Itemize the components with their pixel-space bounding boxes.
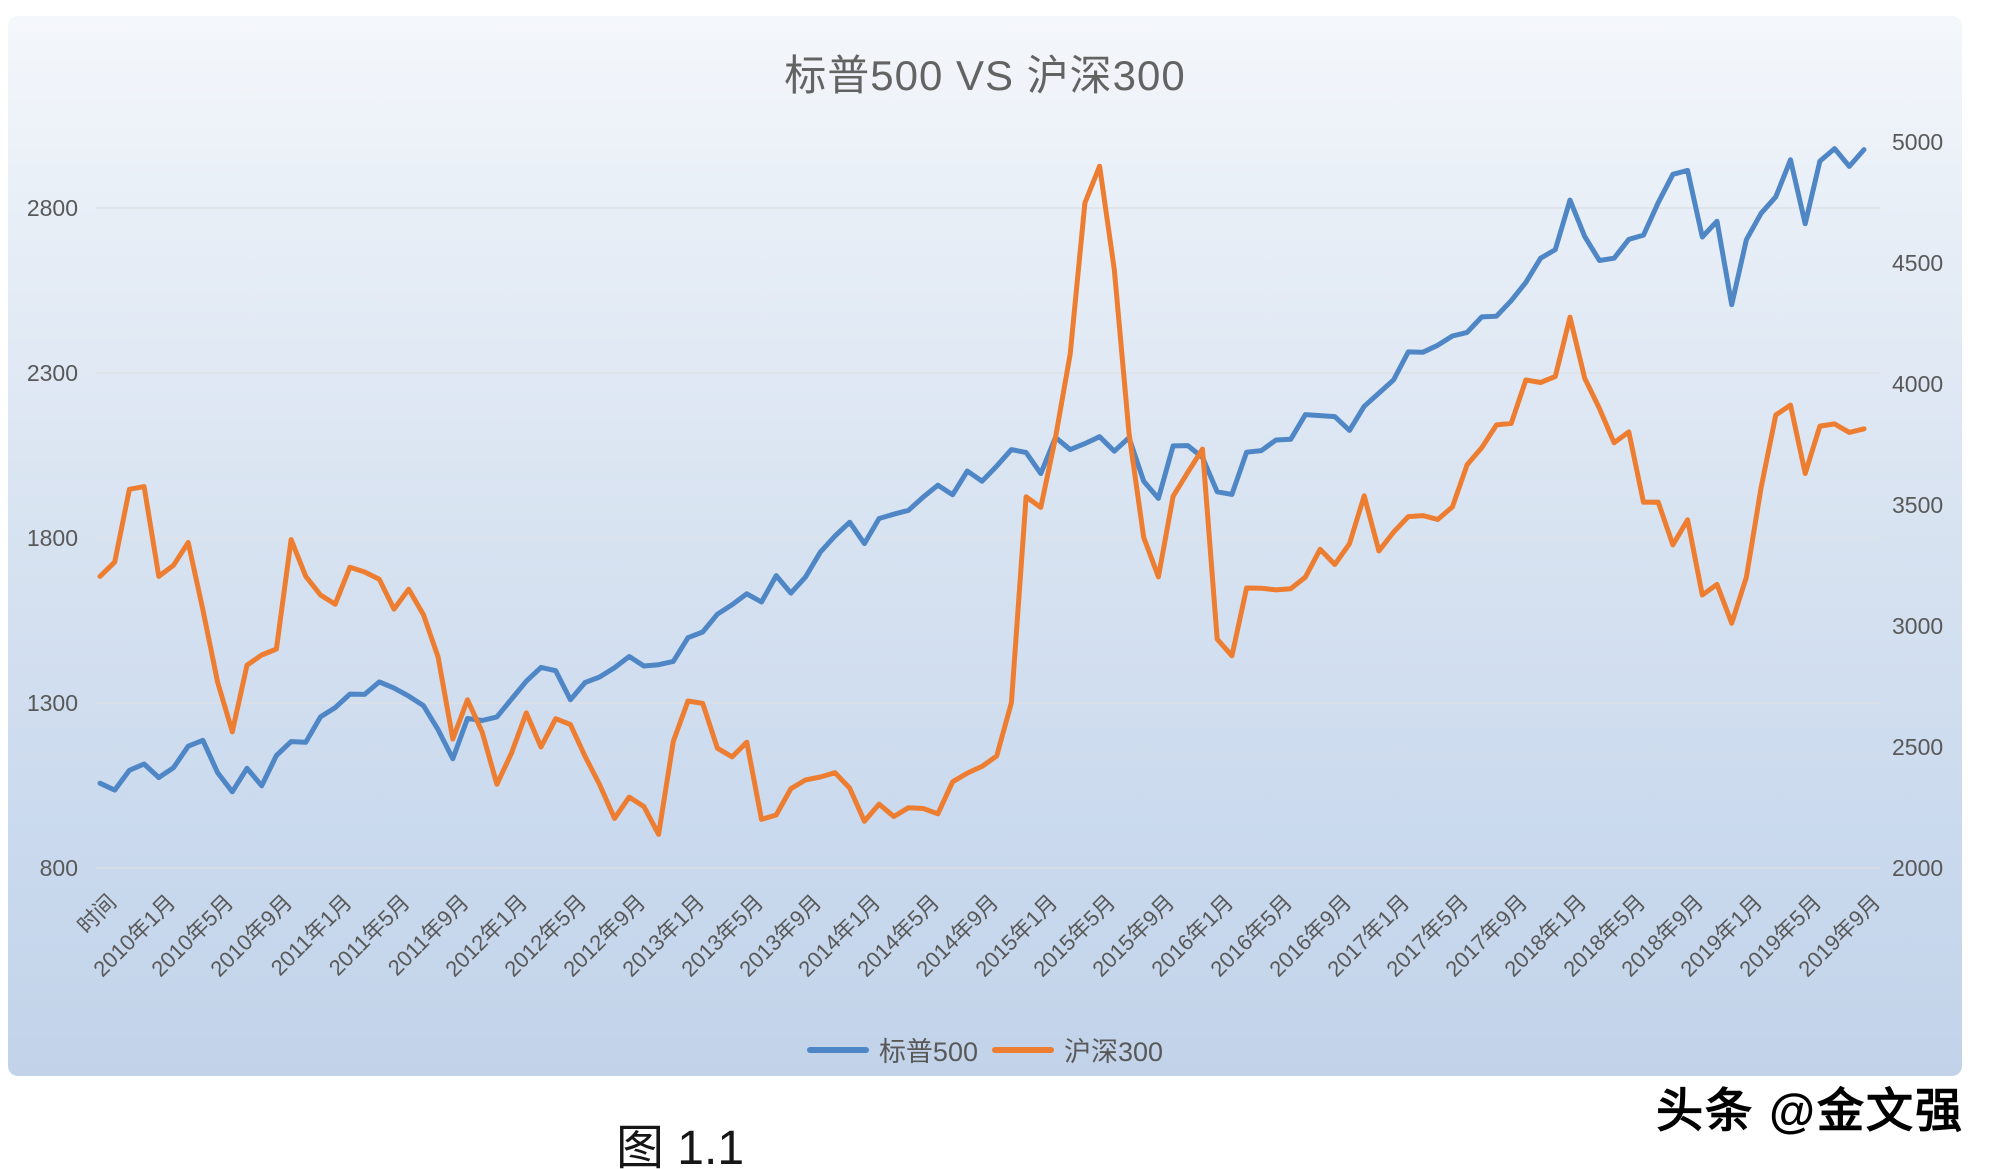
legend-item-csi300: 沪深300 [992, 1030, 1163, 1069]
figure-caption: 图 1.1 [615, 1122, 745, 1169]
y-axis-label-right: 5000 [1892, 129, 1944, 155]
y-axis-label-right: 3000 [1892, 613, 1944, 639]
y-axis-label-left: 800 [39, 855, 78, 881]
y-axis-label-left: 1300 [26, 690, 78, 716]
legend: 标普500 沪深300 [8, 1030, 1962, 1069]
legend-line-swatch [992, 1046, 1054, 1053]
y-axis-label-right: 2000 [1892, 855, 1944, 881]
y-axis-label-right: 3500 [1892, 492, 1944, 518]
y-axis-label-left: 1800 [26, 525, 78, 551]
y-axis-label-right: 4500 [1892, 250, 1944, 276]
legend-label: 标普500 [878, 1037, 978, 1067]
legend-item-sp500: 标普500 [806, 1030, 978, 1069]
watermark: 头条 @金文强 [1656, 1084, 1964, 1137]
y-axis-label-right: 2500 [1892, 734, 1944, 760]
legend-line-swatch [806, 1046, 869, 1053]
chart-title: 标普500 VS 沪深300 [784, 52, 1186, 99]
y-axis-label-left: 2800 [26, 195, 78, 221]
y-axis-label-left: 2300 [26, 360, 78, 386]
y-axis-label-right: 4000 [1892, 371, 1944, 397]
legend-label: 沪深300 [1064, 1037, 1164, 1067]
